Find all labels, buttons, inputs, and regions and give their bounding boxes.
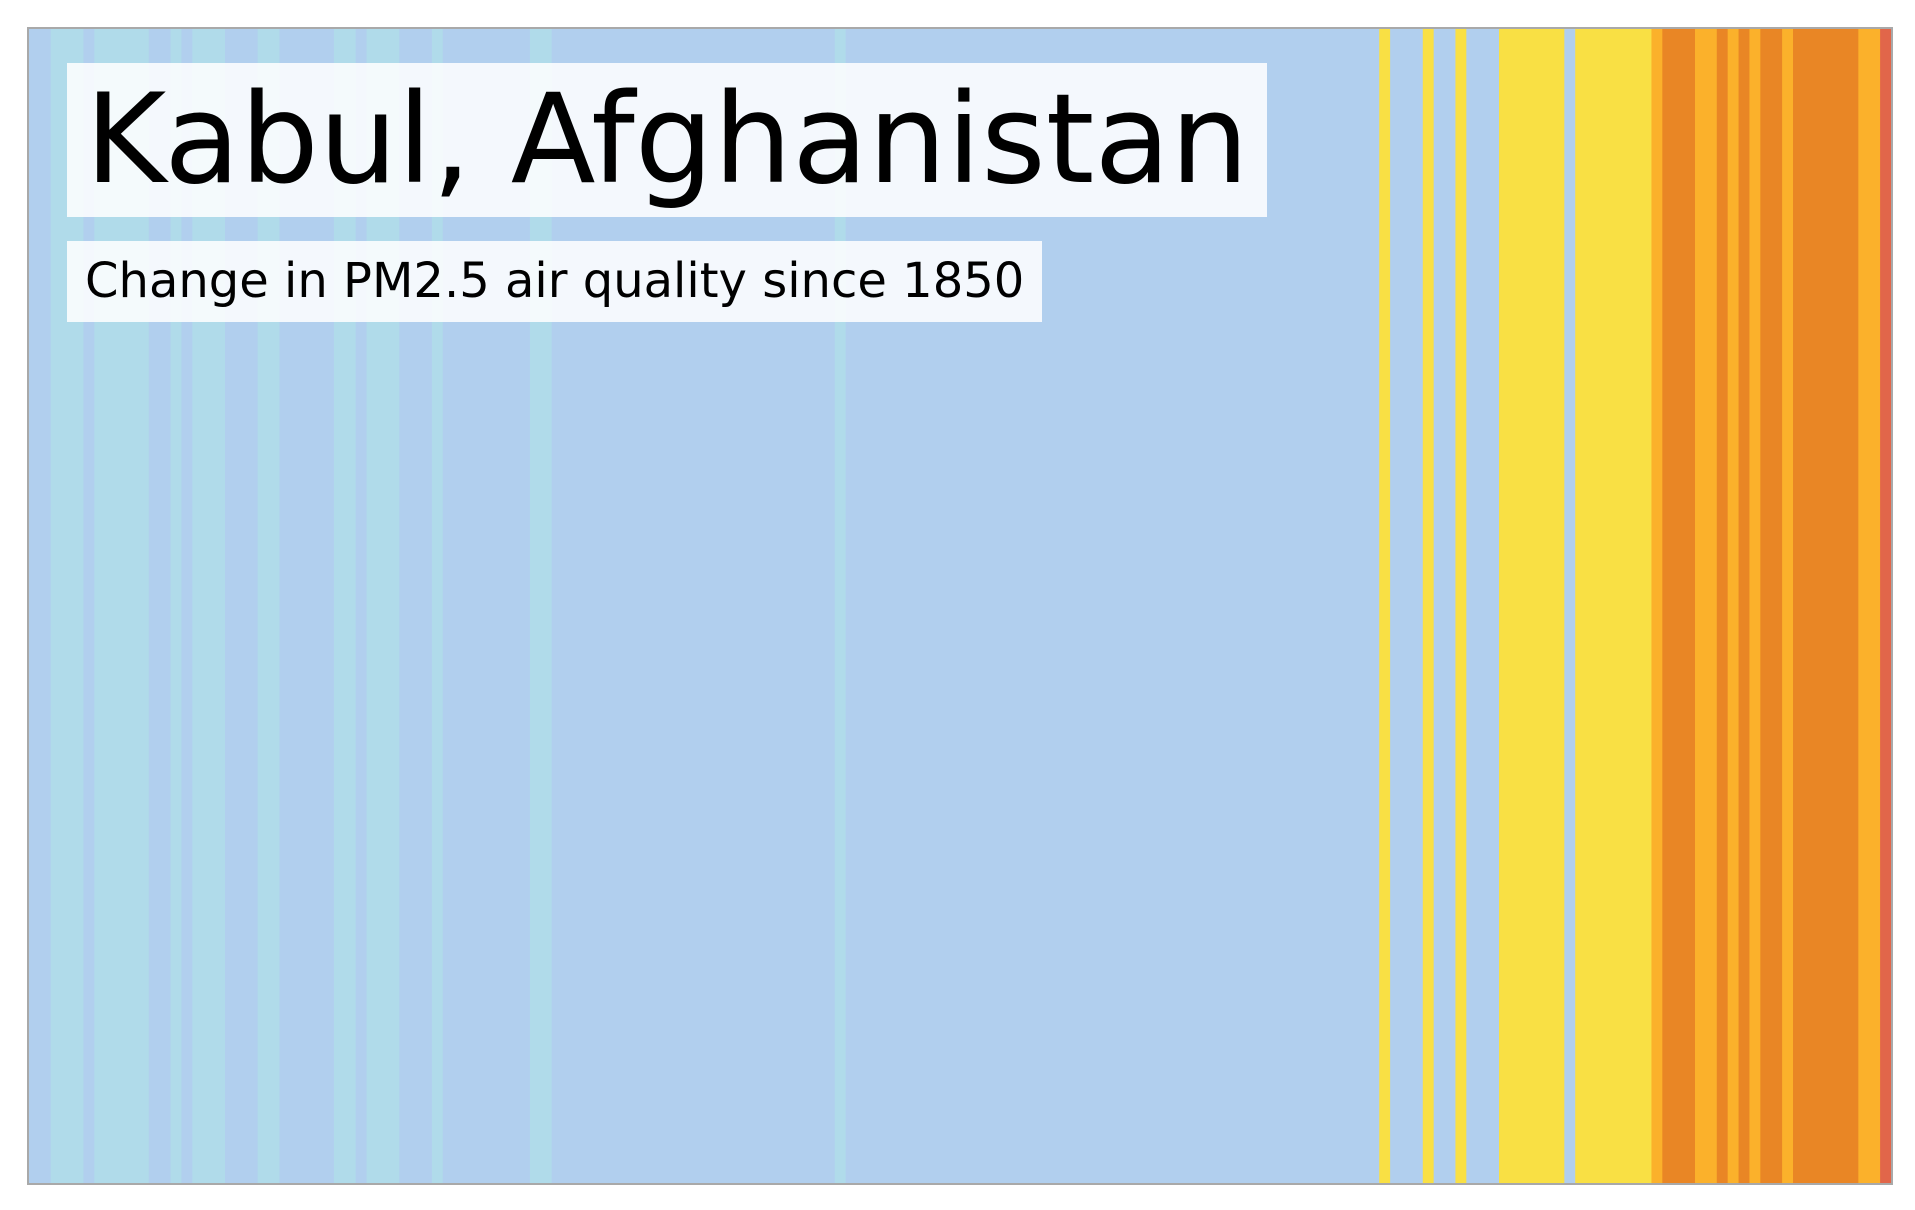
- stripe-1887-1888: [431, 29, 444, 1183]
- stripe-1978-1979: [1422, 29, 1435, 1183]
- chart-title: Kabul, Afghanistan: [67, 63, 1267, 217]
- stripe-2012-2018: [1793, 29, 1859, 1183]
- stripe-1855-1856: [83, 29, 95, 1183]
- warming-stripes-frame: [27, 27, 1893, 1185]
- stripe-1884-1887: [399, 29, 433, 1183]
- stripe-1974-1975: [1379, 29, 1391, 1183]
- stripe-1925-1974: [845, 29, 1380, 1183]
- stripe-1975-1978: [1390, 29, 1424, 1183]
- stripe-2009-2011: [1760, 29, 1783, 1183]
- stripe-1873-1878: [279, 29, 335, 1183]
- stripe-1864-1865: [181, 29, 193, 1183]
- stripe-1991-1992: [1564, 29, 1576, 1183]
- stripe-2011-2012: [1782, 29, 1794, 1183]
- stripes-chart: [29, 29, 1891, 1183]
- stripe-1982-1985: [1466, 29, 1500, 1183]
- stripe-2003-2005: [1695, 29, 1718, 1183]
- stripe-1881-1884: [366, 29, 400, 1183]
- stripe-1852-1855: [50, 29, 85, 1183]
- stripe-1880-1881: [355, 29, 368, 1183]
- stripe-1979-1981: [1433, 29, 1457, 1183]
- stripe-1865-1868: [192, 29, 226, 1183]
- stripe-2007-2008: [1738, 29, 1751, 1183]
- stripe-1856-1861: [94, 29, 150, 1183]
- stripe-2005-2006: [1716, 29, 1729, 1183]
- stripe-1981-1982: [1455, 29, 1467, 1183]
- stripe-2000-2003: [1662, 29, 1696, 1183]
- stripe-1868-1871: [225, 29, 259, 1183]
- stripe-1992-1999: [1575, 29, 1653, 1183]
- stripe-1863-1864: [170, 29, 183, 1183]
- stripe-1888-1896: [442, 29, 531, 1183]
- stripe-1898-1924: [551, 29, 836, 1183]
- chart-subtitle: Change in PM2.5 air quality since 1850: [67, 241, 1043, 322]
- stripe-2020-2021: [1880, 29, 1891, 1183]
- stripe-1924-1925: [834, 29, 847, 1183]
- stripe-1985-1991: [1499, 29, 1565, 1183]
- stripe-1850-1852: [29, 29, 52, 1183]
- stripe-1999-2000: [1651, 29, 1663, 1183]
- stripe-2018-2020: [1858, 29, 1881, 1183]
- stripe-2008-2009: [1749, 29, 1761, 1183]
- stripe-2006-2007: [1727, 29, 1740, 1183]
